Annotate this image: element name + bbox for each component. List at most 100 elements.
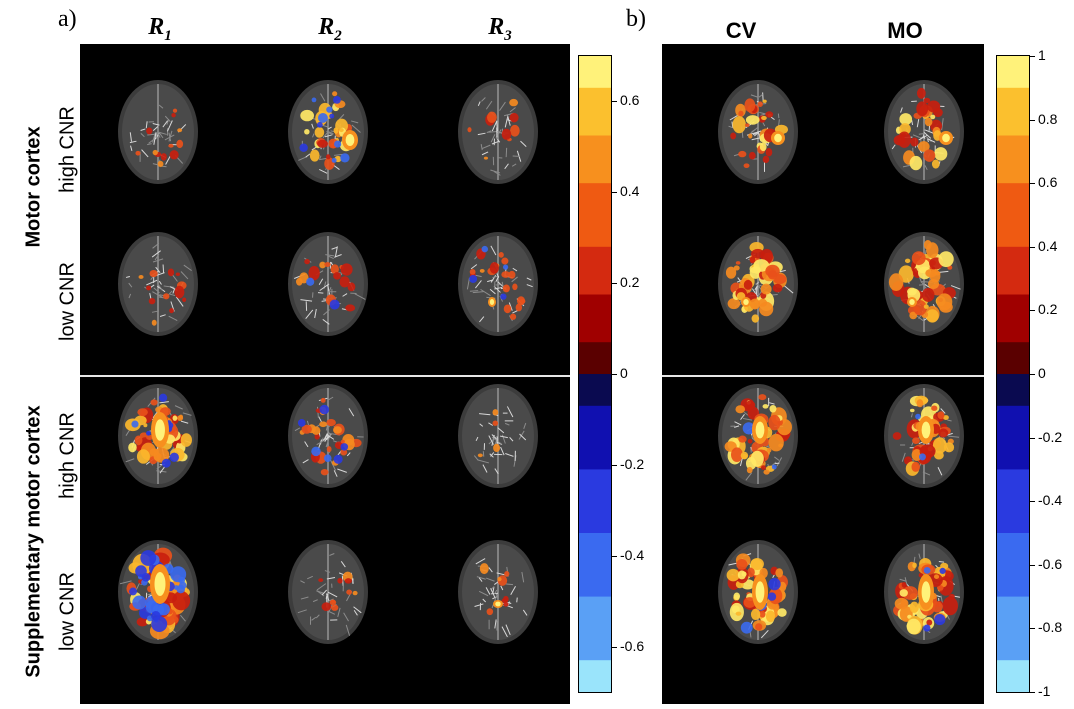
- colorbar-tick-mark: [1030, 692, 1035, 693]
- colorbar-swatch: [579, 597, 611, 614]
- colorbar-swatch: [997, 644, 1029, 661]
- colorbar-swatch: [579, 326, 611, 343]
- colorbar-swatch: [997, 183, 1029, 200]
- brain-slice: [718, 80, 798, 184]
- colorbar-swatch: [997, 88, 1029, 105]
- colorbar-swatch: [579, 88, 611, 105]
- colorbar-swatch: [579, 183, 611, 200]
- column-header-r2: R2: [290, 14, 370, 45]
- colorbar-tick-label: 0.2: [620, 274, 639, 290]
- colorbar-swatch: [579, 660, 611, 677]
- colorbar-tick-label: -0.2: [1038, 429, 1062, 445]
- colorbar-swatch: [579, 199, 611, 216]
- colorbar-swatch: [579, 358, 611, 375]
- brain-slice: [884, 232, 964, 336]
- panel-a-divider: [80, 375, 570, 377]
- colorbar-swatch: [997, 56, 1029, 73]
- row-label-motor-high-cnr: high CNR: [57, 100, 80, 200]
- colorbar-tick-label: -1: [1038, 683, 1050, 699]
- colorbar-tick-mark: [612, 465, 617, 466]
- colorbar-swatch: [997, 597, 1029, 614]
- colorbar-swatch: [579, 406, 611, 423]
- colorbar-tick-label: 0: [1038, 365, 1046, 381]
- colorbar-swatch: [997, 613, 1029, 630]
- colorbar-tick-mark: [1030, 501, 1035, 502]
- colorbar-swatch: [997, 485, 1029, 502]
- colorbar-swatch: [579, 56, 611, 73]
- colorbar-tick-label: -0.2: [620, 456, 644, 472]
- colorbar-tick-label: -0.6: [620, 638, 644, 654]
- colorbar-swatch: [579, 263, 611, 280]
- colorbar-swatch: [579, 295, 611, 312]
- row-label-sma-low-cnr: low CNR: [57, 562, 80, 662]
- brain-slice: [458, 232, 538, 336]
- colorbar-tick-label: 0.8: [1038, 111, 1057, 127]
- colorbar-tick-mark: [1030, 310, 1035, 311]
- colorbar-tick-label: 0.6: [620, 92, 639, 108]
- panel-b-image-grid: [662, 44, 984, 704]
- brain-slice: [118, 384, 198, 488]
- colorbar-swatch: [997, 120, 1029, 137]
- colorbar-tick-label: 0: [620, 365, 628, 381]
- colorbar-swatch: [579, 104, 611, 121]
- colorbar-swatch: [579, 215, 611, 232]
- colorbar-swatch: [997, 374, 1029, 391]
- colorbar-tick-label: 0.2: [1038, 301, 1057, 317]
- colorbar-swatch: [997, 454, 1029, 471]
- colorbar-swatch: [579, 422, 611, 439]
- colorbar-swatch: [997, 517, 1029, 534]
- colorbar-swatch: [997, 581, 1029, 598]
- panel-b-divider: [662, 375, 984, 377]
- panel-a-brain-maps: [80, 44, 570, 704]
- colorbar-tick-mark: [1030, 565, 1035, 566]
- colorbar-swatch: [997, 660, 1029, 677]
- colorbar-swatch: [997, 231, 1029, 248]
- brain-slice: [288, 232, 368, 336]
- column-header-r1: R1: [120, 14, 200, 45]
- brain-slice: [118, 80, 198, 184]
- colorbar-tick-mark: [1030, 374, 1035, 375]
- colorbar-swatch: [997, 390, 1029, 407]
- colorbar-swatch: [997, 72, 1029, 89]
- column-header-mo: MO: [860, 18, 950, 44]
- colorbar-tick-mark: [612, 101, 617, 102]
- panel-b-letter: b): [626, 6, 646, 33]
- brain-slice: [884, 384, 964, 488]
- colorbar-tick-label: -0.8: [1038, 619, 1062, 635]
- colorbar-tick-mark: [612, 556, 617, 557]
- colorbar-tick-mark: [1030, 120, 1035, 121]
- colorbar-swatch: [997, 279, 1029, 296]
- colorbar-swatch: [579, 676, 611, 692]
- brain-slice: [288, 540, 368, 644]
- colorbar-swatch: [579, 151, 611, 168]
- brain-slice: [884, 80, 964, 184]
- colorbar-tick-mark: [1030, 247, 1035, 248]
- colorbar-tick-mark: [612, 283, 617, 284]
- brain-slice: [288, 80, 368, 184]
- colorbar-tick-label: 1: [1038, 47, 1046, 63]
- colorbar-swatch: [579, 279, 611, 296]
- colorbar-swatch: [997, 136, 1029, 153]
- colorbar-tick-label: -0.6: [1038, 556, 1062, 572]
- column-header-cv: CV: [696, 18, 786, 44]
- colorbar-swatch: [997, 199, 1029, 216]
- colorbar-swatch: [579, 390, 611, 407]
- colorbar-tick-mark: [612, 192, 617, 193]
- panel-a-letter: a): [58, 6, 77, 33]
- brain-slice: [718, 232, 798, 336]
- colorbar-swatch: [997, 263, 1029, 280]
- colorbar-swatch: [579, 549, 611, 566]
- colorbar-swatch: [579, 533, 611, 550]
- colorbar-swatch: [997, 565, 1029, 582]
- colorbar-swatch: [997, 438, 1029, 455]
- colorbar-tick-mark: [612, 374, 617, 375]
- colorbar-swatch: [997, 167, 1029, 184]
- colorbar-swatch: [997, 549, 1029, 566]
- colorbar-swatch: [579, 517, 611, 534]
- row-label-motor-low-cnr: low CNR: [57, 252, 80, 352]
- brain-slice: [118, 540, 198, 644]
- colorbar-tick-label: 0.4: [620, 183, 639, 199]
- colorbar-swatch: [579, 342, 611, 359]
- colorbar-swatch: [579, 247, 611, 263]
- colorbar-swatch: [579, 613, 611, 630]
